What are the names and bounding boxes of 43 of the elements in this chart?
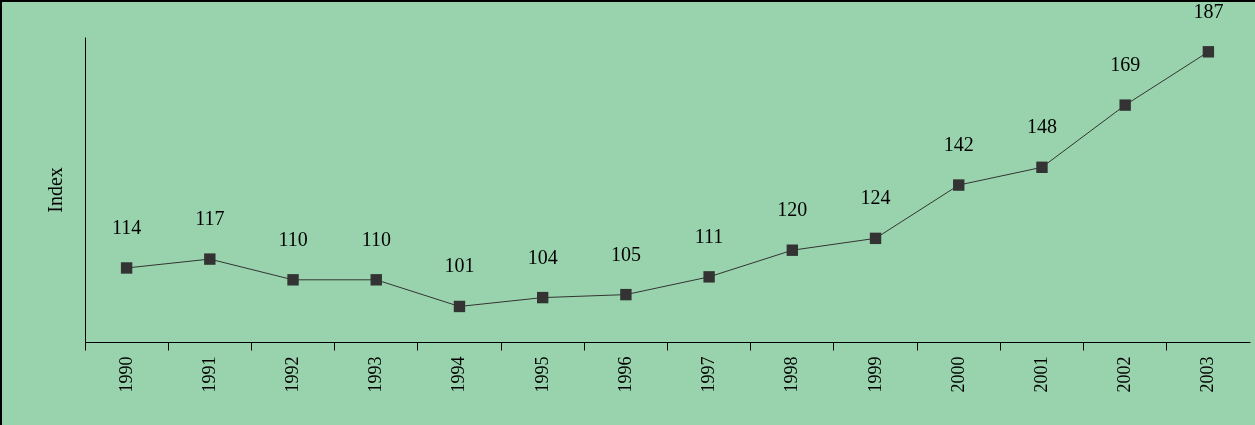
x-tick-label: 2001 xyxy=(1030,356,1051,393)
data-label: 187 xyxy=(1193,0,1224,22)
x-tick-label: 1999 xyxy=(864,356,885,393)
point xyxy=(620,288,632,301)
point xyxy=(953,179,965,191)
point xyxy=(453,300,466,313)
point xyxy=(869,232,882,245)
point xyxy=(370,274,382,286)
point xyxy=(120,262,133,274)
y-axis-title: Index xyxy=(43,167,66,213)
x-tick-label: 2003 xyxy=(1197,356,1218,393)
data-label: 105 xyxy=(610,242,641,265)
x-tick-label: 1994 xyxy=(448,356,469,393)
x-tick-label: 1990 xyxy=(115,356,136,393)
data-label: 101 xyxy=(444,254,475,277)
data-label: 120 xyxy=(777,198,808,221)
data-label: 104 xyxy=(527,245,558,268)
x-tick-label: 1996 xyxy=(614,356,635,393)
point xyxy=(1202,46,1215,58)
point xyxy=(536,291,549,304)
data-label: 169 xyxy=(1110,53,1141,76)
point xyxy=(1119,99,1131,111)
point xyxy=(204,253,216,265)
data-label: 124 xyxy=(860,186,891,209)
data-label: 110 xyxy=(278,227,308,250)
data-label: 148 xyxy=(1026,115,1057,138)
x-tick-label: 2002 xyxy=(1114,356,1135,393)
x-tick-label: 1992 xyxy=(282,356,303,393)
x-tick-label: 1998 xyxy=(781,356,802,393)
x-tick-label: 2000 xyxy=(947,356,968,393)
point xyxy=(1036,161,1048,173)
data-label: 111 xyxy=(694,224,724,247)
x-tick-label: 1995 xyxy=(531,356,552,393)
x-tick-label: 1991 xyxy=(198,356,219,393)
x-tick-label: 1997 xyxy=(698,356,719,393)
point xyxy=(703,271,715,283)
point xyxy=(287,274,299,286)
data-label: 117 xyxy=(195,207,225,230)
point xyxy=(786,244,799,256)
data-label: 114 xyxy=(111,215,142,238)
data-label: 142 xyxy=(943,133,974,156)
x-tick-label: 1993 xyxy=(365,356,386,393)
data-label: 110 xyxy=(361,227,391,250)
